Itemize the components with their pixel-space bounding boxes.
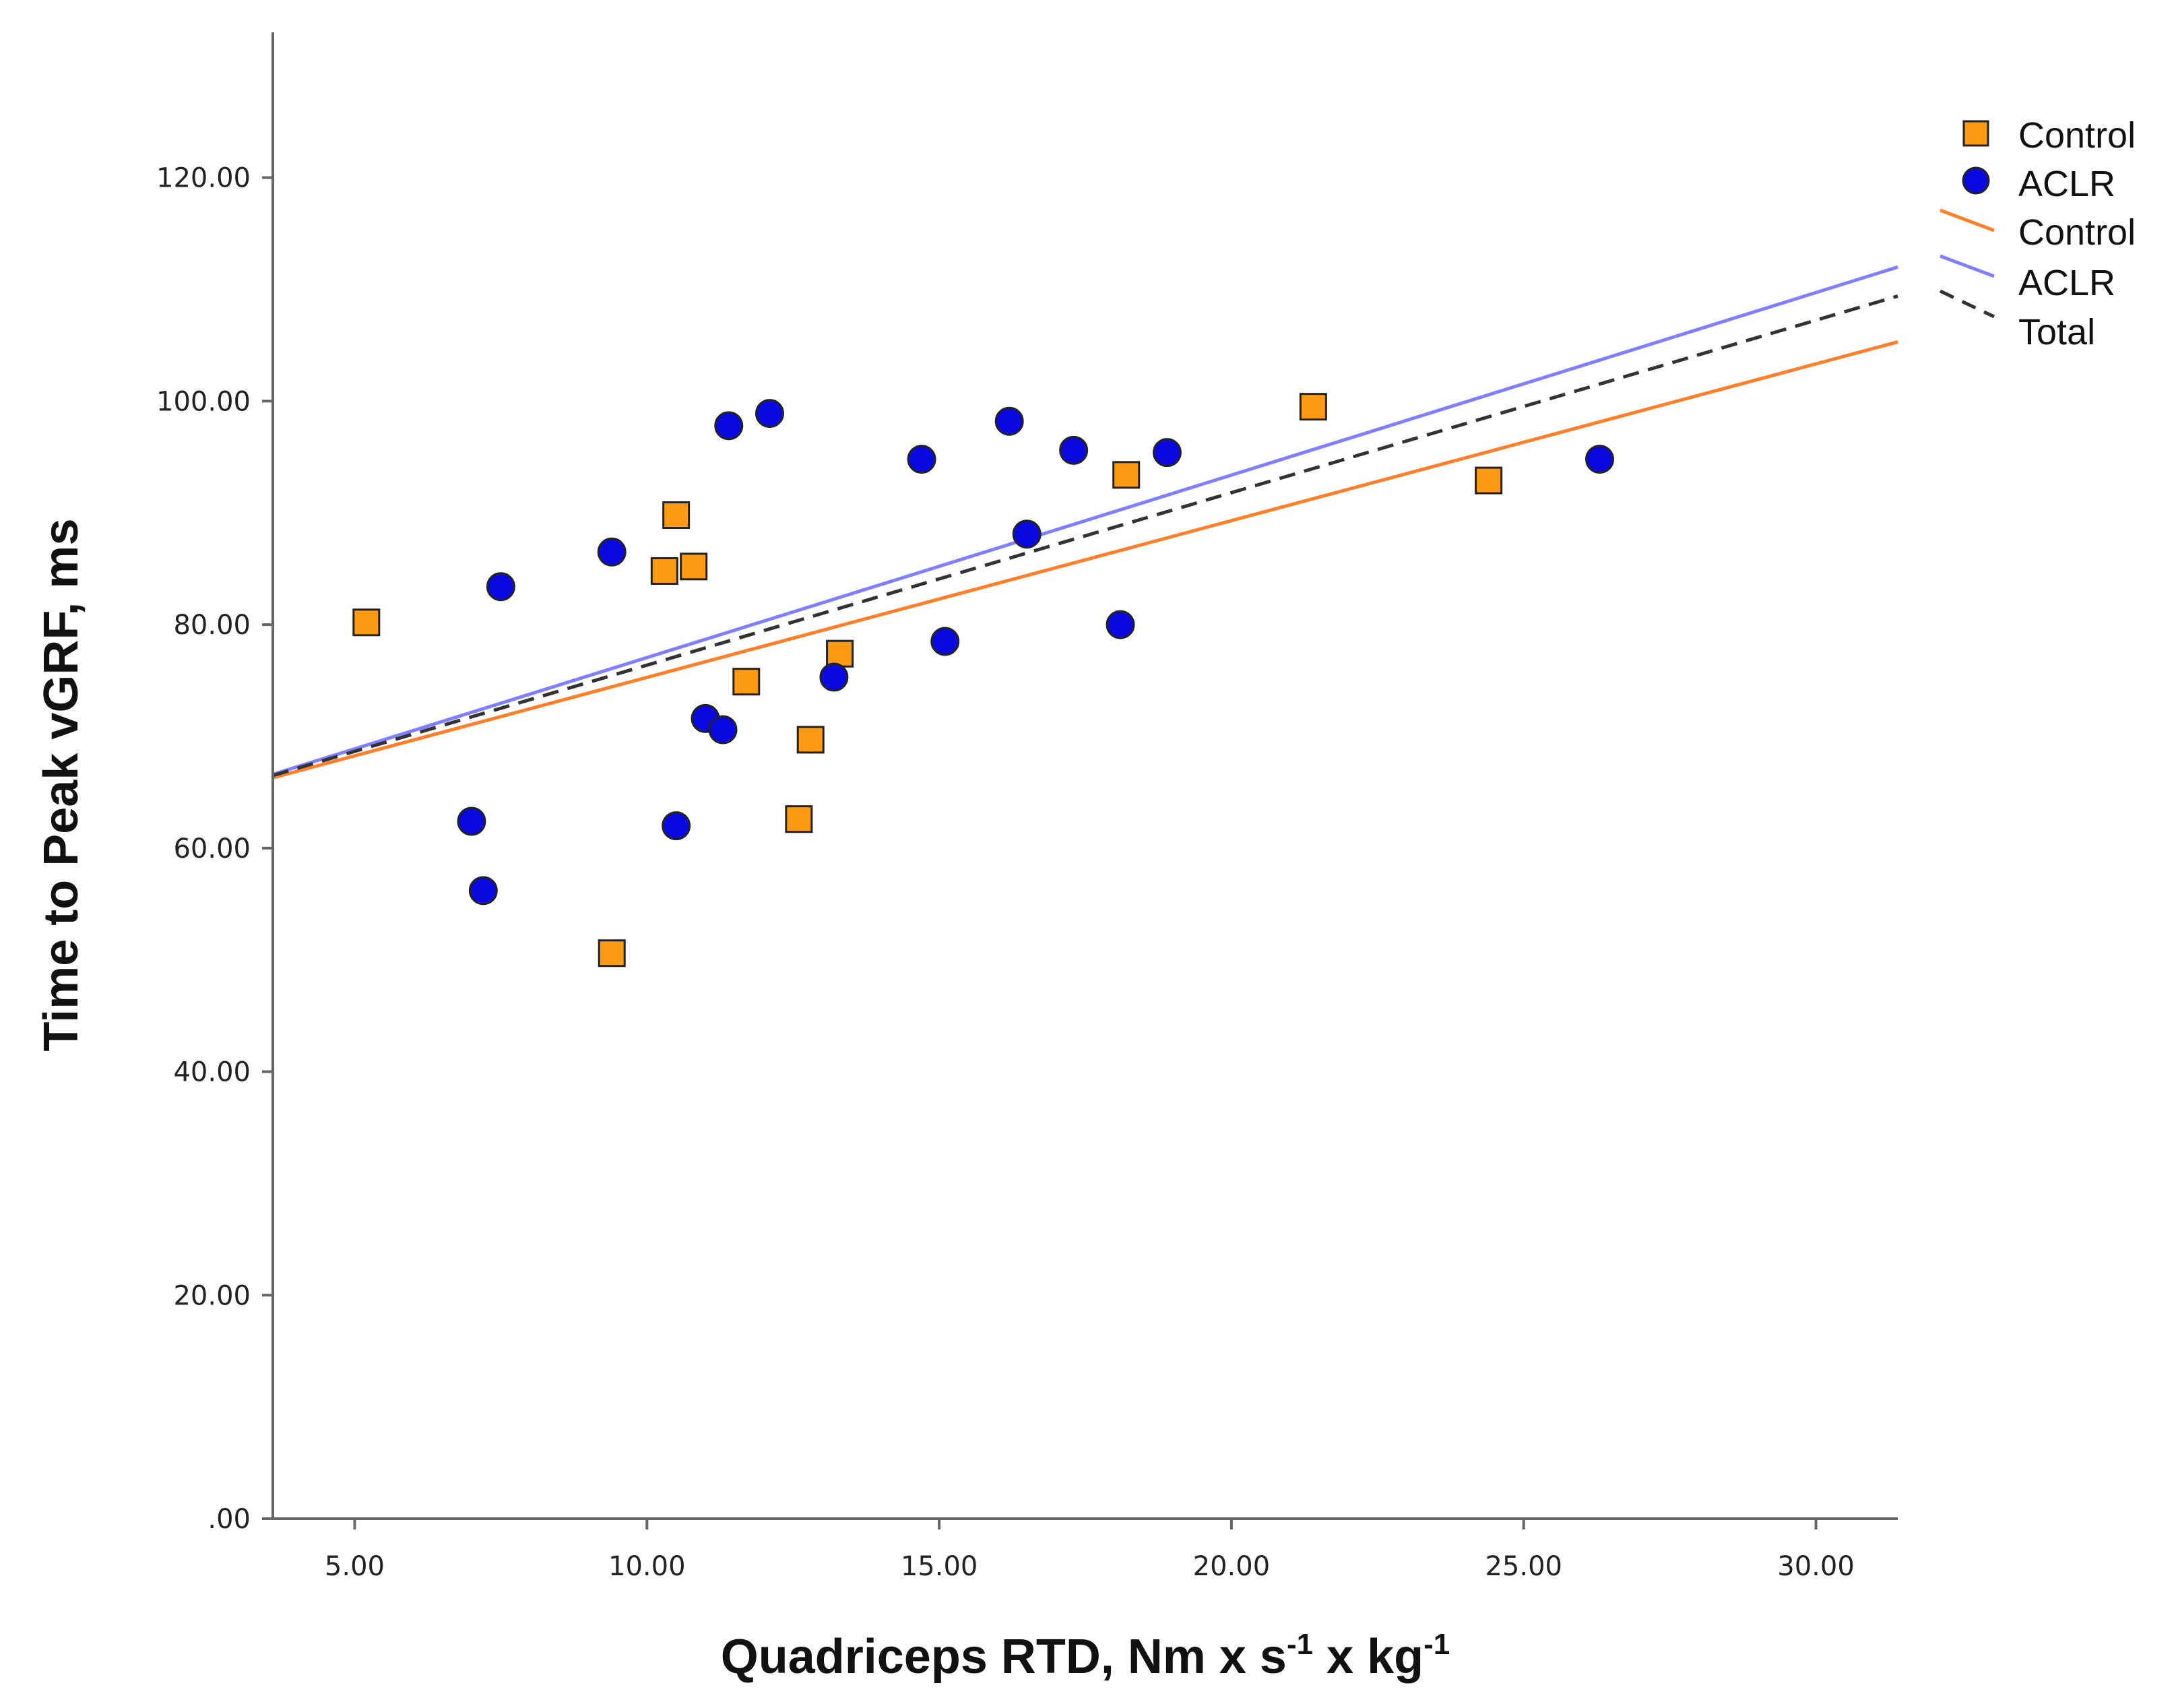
legend-label-control-marker: Control: [2018, 115, 2136, 156]
x-tick-label-0: 5.00: [325, 1551, 385, 1582]
y-tick-label-1: 20.00: [173, 1280, 251, 1311]
fit-line-aclr: [272, 265, 1898, 776]
x-axis-title: Quadriceps RTD, Nm x s-1 x kg-1: [721, 1628, 1450, 1684]
point-control-9: [1112, 461, 1141, 489]
point-aclr-10: [907, 445, 936, 474]
y-axis-title: Time to Peak vGRF, ms: [34, 519, 88, 1052]
legend-swatch-aclr-line: [1940, 254, 1995, 278]
y-tick-label-2: 40.00: [173, 1057, 251, 1088]
point-aclr-4: [662, 811, 691, 841]
y-tick-label-4: 80.00: [173, 610, 251, 641]
legend: Control ACLR Control ACLR Total: [1939, 115, 2136, 352]
point-aclr-14: [1059, 435, 1089, 465]
x-axis-ticks: 5.00 10.00 15.00 20.00 25.00 30.00: [325, 1519, 1855, 1582]
point-control-10: [1299, 393, 1327, 421]
fit-line-total: [272, 294, 1898, 778]
point-aclr-2: [486, 572, 515, 602]
y-tick-label-5: 100.00: [156, 386, 251, 417]
point-control-1: [598, 939, 626, 968]
point-aclr-6: [708, 715, 738, 745]
point-aclr-12: [994, 406, 1024, 436]
point-aclr-16: [1152, 438, 1182, 468]
x-tick-label-1: 10.00: [608, 1551, 686, 1582]
legend-swatch-control-line: [1940, 208, 1995, 232]
point-control-5: [732, 668, 761, 696]
point-aclr-13: [1012, 519, 1042, 549]
y-tick-label-0: .00: [207, 1504, 251, 1535]
x-axis-title-base: Quadriceps RTD, Nm x s: [721, 1630, 1287, 1684]
point-aclr-3: [597, 537, 627, 567]
x-axis-title-mid: x kg: [1313, 1630, 1423, 1684]
y-tick-label-3: 60.00: [173, 833, 251, 864]
point-control-6: [785, 805, 813, 833]
point-control-4: [680, 552, 708, 581]
point-aclr-9: [819, 662, 849, 692]
point-aclr-0: [457, 806, 486, 836]
legend-label-control-line: Control: [2018, 212, 2136, 253]
point-control-8: [826, 639, 854, 668]
legend-label-aclr-marker: ACLR: [2018, 164, 2115, 204]
point-aclr-11: [930, 627, 960, 656]
point-control-2: [650, 557, 678, 585]
data-points: [352, 393, 1615, 968]
x-tick-label-5: 30.00: [1777, 1551, 1855, 1582]
legend-label-total-line: Total: [2018, 312, 2095, 352]
point-control-3: [662, 501, 691, 530]
fit-lines: [272, 265, 1898, 780]
fit-line-control: [272, 340, 1898, 780]
point-control-7: [796, 726, 825, 754]
x-axis-title-sup-2: -1: [1423, 1628, 1450, 1661]
point-control-0: [352, 608, 381, 637]
legend-swatch-total-line: [1939, 289, 1995, 319]
y-axis-ticks: .00 20.00 40.00 60.00 80.00 100.00 120.00: [156, 163, 273, 1535]
x-tick-label-2: 15.00: [901, 1551, 978, 1582]
legend-swatch-aclr-marker: [1962, 166, 1990, 195]
point-aclr-15: [1106, 610, 1135, 639]
point-aclr-7: [714, 411, 744, 441]
y-tick-label-6: 120.00: [156, 163, 251, 194]
x-axis-title-sup-1: -1: [1287, 1628, 1313, 1661]
x-tick-label-4: 25.00: [1485, 1551, 1562, 1582]
legend-label-aclr-line: ACLR: [2018, 263, 2115, 303]
legend-swatch-control-marker: [1962, 120, 1989, 147]
point-aclr-1: [468, 876, 498, 906]
point-control-11: [1475, 466, 1503, 495]
point-aclr-17: [1585, 445, 1615, 474]
x-tick-label-3: 20.00: [1193, 1551, 1271, 1582]
point-aclr-8: [755, 399, 784, 429]
